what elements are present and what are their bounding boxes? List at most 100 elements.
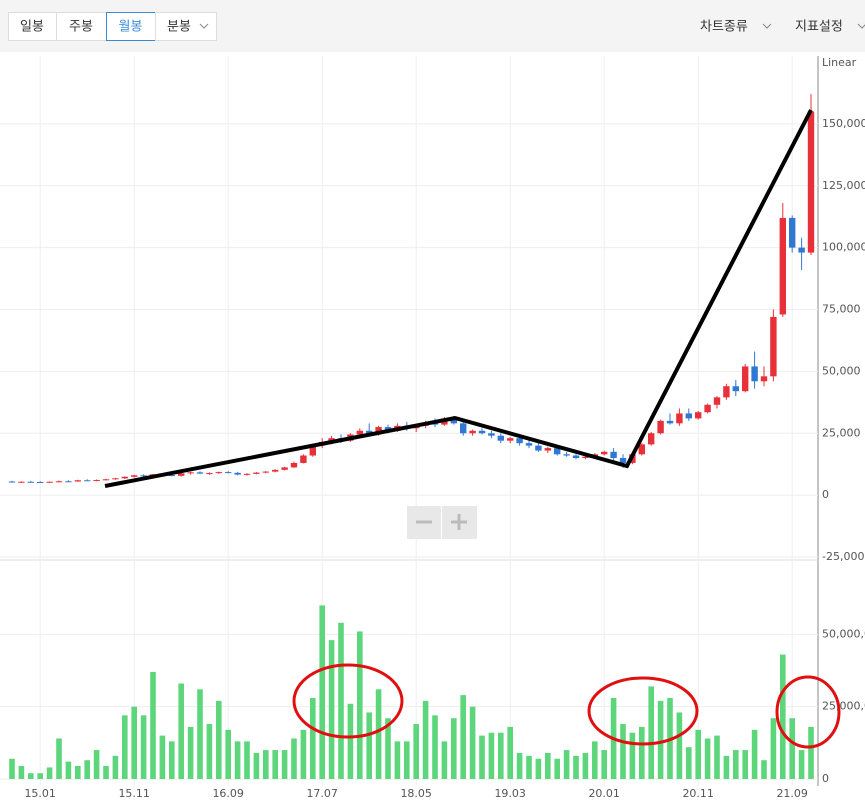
volume-bar [798,750,805,779]
candle-body [46,481,53,483]
candle-body [704,404,711,413]
volume-bar [310,697,316,779]
volume-bar [714,735,720,779]
candle-body [84,480,91,482]
volume-bar [432,715,438,779]
volume-bar [479,735,485,779]
period-label: 주봉 [69,20,93,35]
candle-body [657,420,664,434]
candle-body [290,462,298,468]
volume-bar [197,689,203,779]
candle-body [488,433,495,436]
volume-bar [488,732,495,779]
x-tick-label: 16.09 [212,787,244,800]
candle-body [253,472,260,474]
plus-icon [451,514,467,530]
volume-bar [657,700,664,779]
candle-body [375,427,382,434]
candle-body [356,430,363,435]
candle-body [234,472,241,475]
x-tick-label: 20.01 [588,787,620,800]
candle-body [666,420,674,424]
volume-bar [676,712,683,779]
y-tick-label: 25,000 [822,426,861,439]
menu-label[interactable]: 차트종류 [700,20,748,35]
candle-body [638,444,645,455]
candle-body [140,475,147,477]
period-button[interactable] [8,12,57,41]
volume-bar [65,761,72,779]
candle-body [131,475,138,477]
volume-bar [695,729,701,779]
volume-bar [422,700,429,779]
period-button[interactable] [106,12,156,41]
candle-body [243,473,251,475]
x-tick-label: 20.11 [682,787,714,800]
circle-annotation [775,675,841,749]
volume-bar [178,683,184,779]
candle-body [516,438,523,444]
volume-tick-label: 50,000,000 [822,627,865,640]
volume-bar [84,760,90,779]
x-tick-label: 18.05 [400,787,432,800]
volume-bar [347,703,354,779]
trend-annotation [104,109,813,488]
volume-bar [573,755,579,779]
volume-bar [686,747,692,779]
volume-bar [507,726,513,779]
candle-body [497,435,504,441]
volume-bar [291,738,297,779]
volume-bar [366,712,372,779]
volume-bar [375,689,382,779]
volume-bar [234,741,241,779]
candle-body [695,412,702,419]
volume-bar [140,715,147,779]
period-button[interactable] [56,12,107,41]
volume-bar [169,741,175,779]
candle-body [525,443,533,446]
volume-bar [56,738,62,779]
menu-label[interactable]: 지표설정 [795,20,843,35]
volume-bar [300,729,307,779]
period-label: 월봉 [119,20,143,35]
period-button[interactable] [155,12,217,41]
candle-body [121,476,128,479]
candle-body [572,455,580,458]
volume-bar [545,752,551,779]
candle-body [8,481,16,483]
candle-body [102,479,110,481]
volume-bar [18,765,25,779]
candle-body [215,472,222,474]
volume-bar [770,718,777,779]
y-tick-label: 50,000 [822,364,861,377]
volume-bar [319,605,325,779]
y-tick-label: 75,000 [822,303,861,316]
candle-body [196,472,204,474]
volume-bar [281,750,288,779]
volume-bar [206,724,213,779]
candle-body [770,316,777,377]
candle-body [187,472,194,474]
candle-body [732,386,739,392]
candle-body [206,473,213,475]
candle-body [74,480,81,482]
volume-bar [620,724,626,779]
zoom-controls [407,506,477,539]
volume-bar [761,760,767,779]
candle-body [760,376,768,382]
candle-body [685,413,692,419]
volume-bar [28,773,34,779]
chevron [199,23,209,29]
candle-body [65,481,72,483]
candle-body [507,438,514,441]
y-tick-label: 150,000 [822,117,865,130]
candle-body [619,458,627,463]
x-tick-label: 21.09 [776,787,808,800]
volume-bar [742,750,748,779]
volume-bar [648,686,654,779]
volume-bar [75,765,81,779]
volume-bar [592,741,598,779]
candle-body [582,456,589,458]
candle-body [431,423,439,425]
